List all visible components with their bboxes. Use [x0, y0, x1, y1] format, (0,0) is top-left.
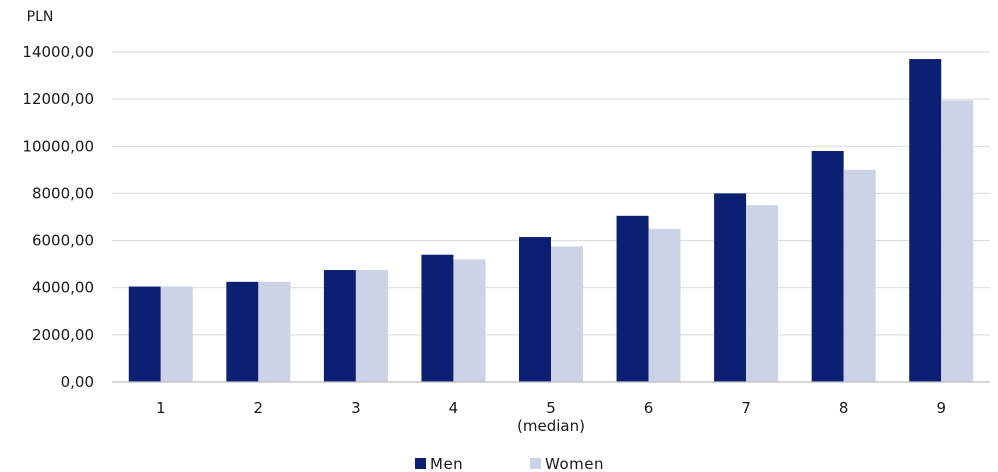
- y-tick-label: 8000,00: [32, 184, 94, 202]
- bar-men-9: [909, 59, 941, 382]
- x-tick-label: 4: [449, 399, 459, 417]
- bar-men-5: [519, 237, 551, 382]
- x-tick-label: 5: [546, 399, 556, 417]
- bar-men-2: [226, 282, 258, 382]
- legend-label-men: Men: [430, 455, 463, 472]
- legend-swatch-men: [415, 458, 426, 469]
- bar-women-4: [453, 259, 485, 382]
- bar-women-6: [649, 229, 681, 382]
- x-tick-label: 9: [936, 399, 946, 417]
- bar-women-7: [746, 205, 778, 382]
- bar-women-1: [161, 287, 193, 382]
- y-tick-label: 10000,00: [22, 137, 94, 155]
- x-tick-label: 1: [156, 399, 166, 417]
- x-tick-label: 6: [644, 399, 654, 417]
- x-tick-sublabel: (median): [517, 417, 585, 435]
- x-axis-tick-labels: 1 2 3 4 5(median) 6 7 8 9: [156, 399, 946, 435]
- y-tick-label: 4000,00: [32, 279, 94, 297]
- x-tick-label: 2: [254, 399, 264, 417]
- bar-men-8: [812, 151, 844, 382]
- legend: Men Women: [415, 455, 604, 472]
- y-tick-label: 14000,00: [22, 43, 94, 61]
- y-axis-tick-labels: 0,00 2000,00 4000,00 6000,00 8000,00 10000,00…: [22, 43, 94, 391]
- y-tick-label: 6000,00: [32, 232, 94, 250]
- y-tick-label: 2000,00: [32, 326, 94, 344]
- legend-label-women: Women: [545, 455, 604, 472]
- y-tick-label: 12000,00: [22, 90, 94, 108]
- bar-men-4: [421, 255, 453, 382]
- x-tick-label: 8: [839, 399, 849, 417]
- bar-men-7: [714, 193, 746, 382]
- bar-men-3: [324, 270, 356, 382]
- bar-men-6: [617, 216, 649, 382]
- bars: [129, 59, 973, 382]
- bar-women-3: [356, 270, 388, 382]
- x-tick-label: 3: [351, 399, 361, 417]
- bar-women-8: [844, 170, 876, 382]
- x-tick-label: 7: [741, 399, 751, 417]
- bar-women-5: [551, 246, 583, 382]
- y-axis-unit-label: PLN: [27, 9, 54, 25]
- y-tick-label: 0,00: [61, 373, 94, 391]
- bar-women-9: [941, 100, 973, 382]
- bar-men-1: [129, 287, 161, 382]
- legend-swatch-women: [530, 458, 541, 469]
- bar-women-2: [258, 282, 290, 382]
